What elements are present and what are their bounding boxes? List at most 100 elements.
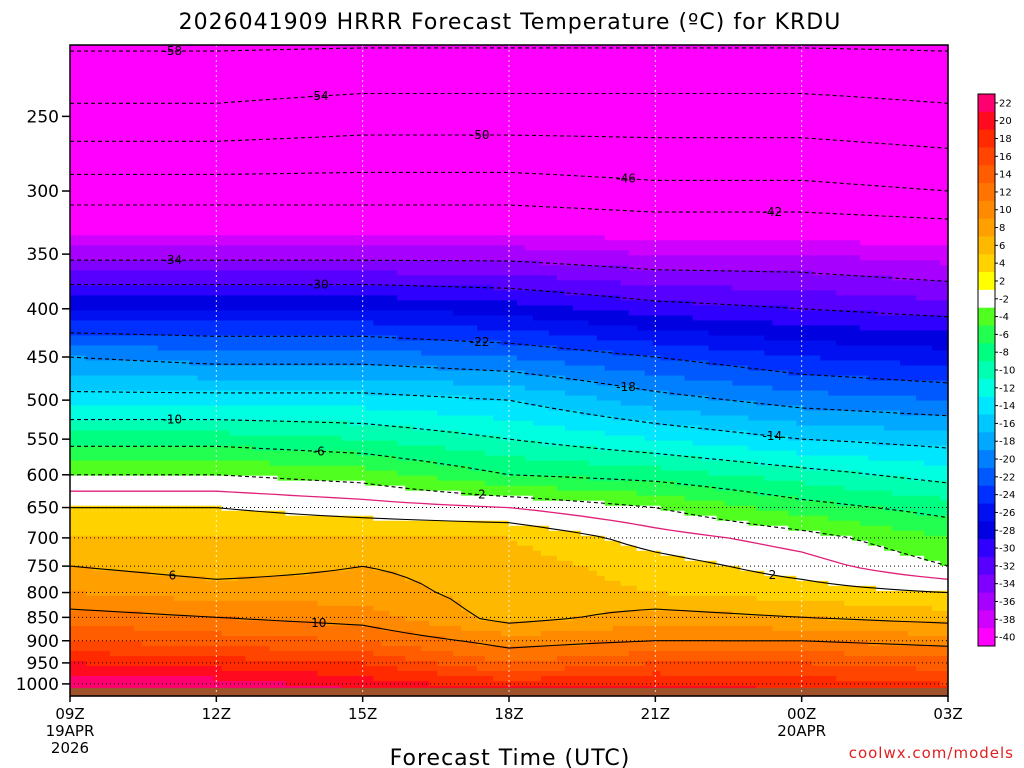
field-cell [269, 175, 279, 181]
field-cell [173, 190, 183, 196]
field-cell [301, 325, 311, 332]
field-cell [197, 395, 207, 402]
field-cell [237, 215, 247, 221]
field-cell [197, 310, 207, 317]
field-cell [317, 175, 327, 181]
field-cell [333, 365, 342, 372]
field-cell [133, 525, 143, 532]
field-cell [333, 440, 342, 447]
field-cell [261, 665, 271, 672]
field-cell [109, 235, 119, 241]
field-cell [133, 405, 143, 412]
field-cell [277, 80, 287, 86]
field-cell [189, 235, 199, 241]
field-cell [253, 465, 263, 472]
field-cell [70, 630, 79, 637]
field-cell [149, 220, 159, 226]
field-cell [245, 540, 255, 547]
field-cell [117, 305, 127, 312]
field-cell [125, 90, 135, 96]
field-cell [357, 195, 366, 201]
field-cell [349, 255, 358, 261]
field-cell [349, 125, 358, 131]
field-cell [165, 620, 175, 627]
field-cell [269, 165, 279, 171]
field-cell [109, 390, 119, 397]
field-cell [285, 680, 295, 687]
field-cell [261, 445, 271, 452]
field-cell [309, 80, 319, 86]
field-cell [133, 300, 143, 306]
field-cell [269, 550, 279, 557]
field-cell [77, 440, 87, 447]
field-cell [237, 485, 247, 492]
field-cell [325, 305, 334, 312]
field-cell [365, 235, 374, 241]
field-cell [85, 480, 95, 487]
field-cell [117, 145, 127, 151]
field-cell [365, 270, 374, 276]
field-cell [117, 585, 127, 592]
field-cell [357, 150, 366, 156]
field-cell [77, 450, 87, 457]
field-cell [333, 90, 342, 96]
field-cell [325, 255, 334, 261]
field-cell [261, 225, 271, 231]
field-cell [221, 155, 231, 161]
field-cell [229, 130, 239, 136]
field-cell [93, 65, 103, 71]
field-cell [221, 180, 231, 186]
field-cell [253, 375, 263, 382]
field-cell [309, 485, 319, 492]
field-cell [149, 455, 159, 462]
field-cell [277, 200, 287, 206]
field-cell [309, 335, 319, 342]
field-cell [165, 360, 175, 367]
field-cell [317, 575, 327, 582]
field-cell [157, 675, 167, 682]
field-cell [197, 470, 207, 477]
field-cell [173, 270, 183, 276]
field-cell [93, 315, 103, 322]
field-cell [109, 210, 119, 216]
field-cell [133, 530, 143, 537]
field-cell [77, 335, 87, 342]
field-cell [165, 580, 175, 587]
field-cell [165, 200, 175, 206]
field-cell [301, 395, 311, 402]
field-cell [109, 250, 119, 256]
field-cell [85, 80, 95, 86]
field-cell [325, 70, 334, 76]
field-cell [109, 485, 119, 492]
field-cell [77, 560, 87, 567]
field-cell [85, 490, 95, 497]
field-cell [357, 655, 366, 662]
field-cell [277, 440, 287, 447]
field-cell [93, 50, 103, 56]
field-cell [373, 55, 382, 61]
field-cell [301, 300, 311, 306]
field-cell [197, 335, 207, 342]
field-cell [277, 645, 287, 652]
field-cell [173, 65, 183, 71]
field-cell [221, 360, 231, 367]
field-cell [253, 230, 263, 236]
field-cell [237, 155, 247, 161]
field-cell [317, 310, 327, 317]
field-cell [333, 595, 342, 602]
field-cell [149, 110, 159, 116]
field-cell [85, 85, 95, 91]
field-cell [253, 515, 263, 522]
field-cell [173, 155, 183, 161]
field-cell [93, 615, 103, 622]
field-cell [85, 535, 95, 542]
field-cell [165, 590, 175, 597]
field-cell [117, 655, 127, 662]
field-cell [141, 660, 151, 667]
field-cell [101, 60, 111, 66]
field-cell [245, 235, 255, 241]
field-cell [149, 435, 159, 442]
field-cell [245, 240, 255, 246]
field-cell [325, 285, 334, 291]
field-cell [197, 280, 207, 286]
